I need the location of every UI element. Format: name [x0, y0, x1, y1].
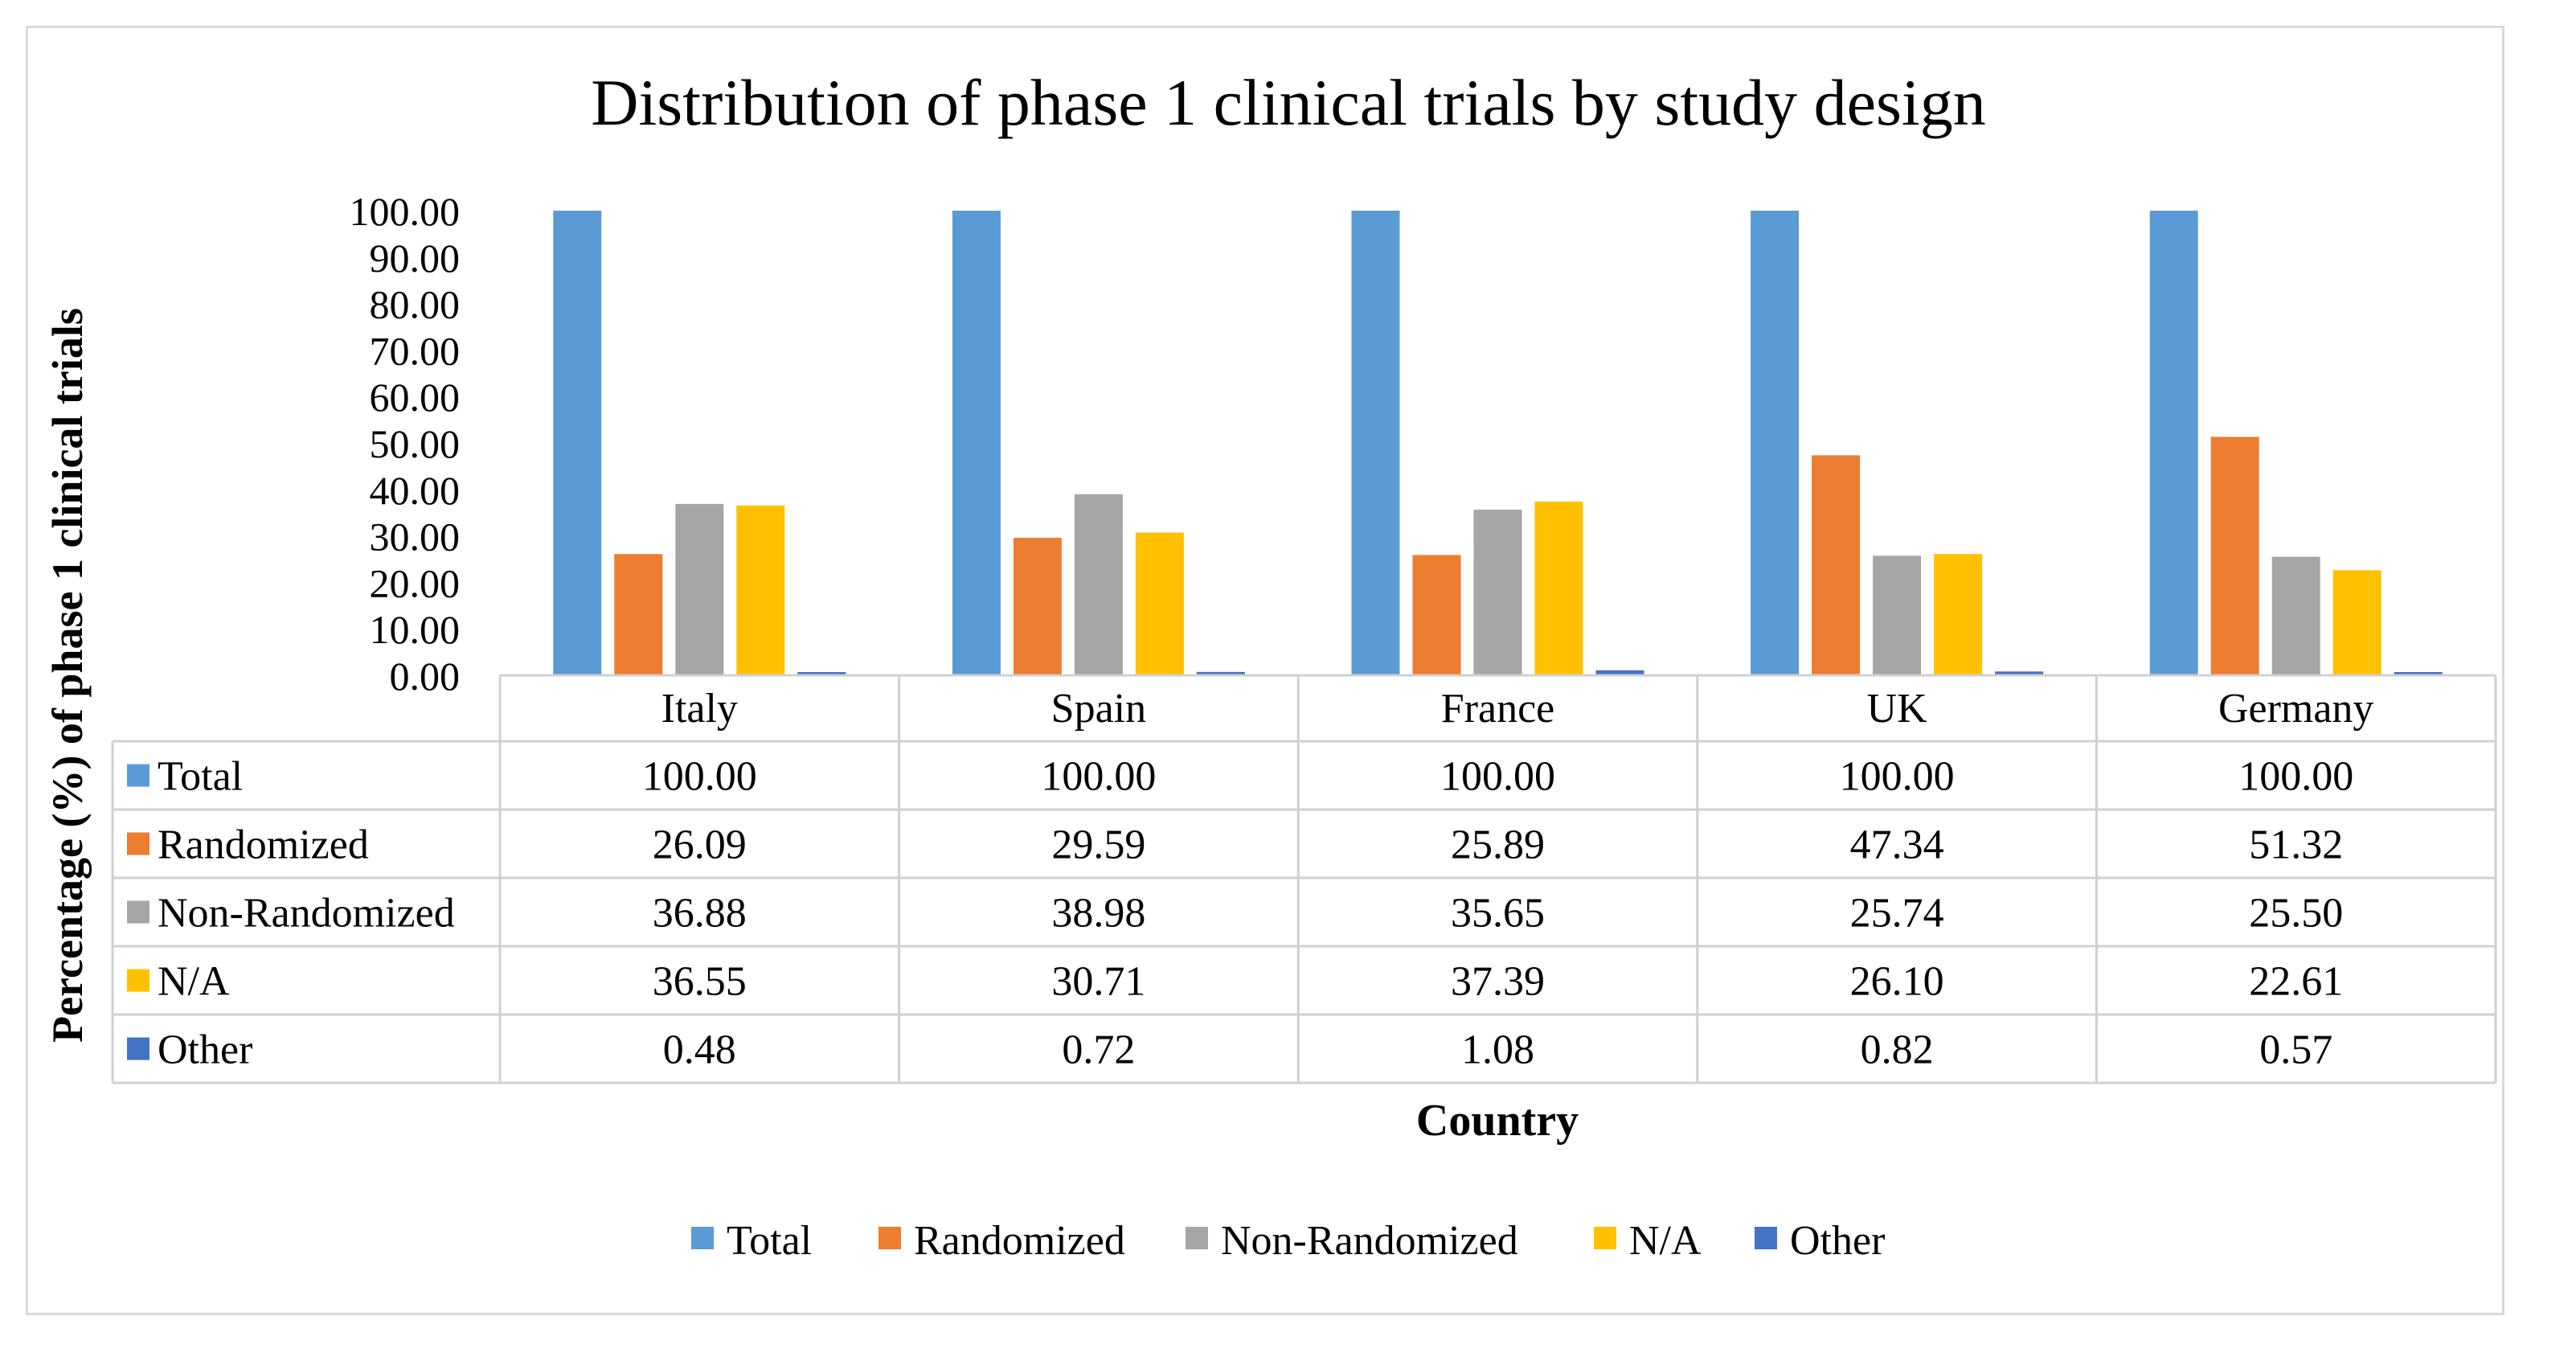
- table-value-total-germany: 100.00: [2238, 754, 2353, 800]
- bar-france-non-randomized: [1473, 509, 1522, 675]
- y-tick-label-10: 100.00: [350, 189, 461, 234]
- legend-key-randomized: [878, 1227, 901, 1249]
- legend: Total Randomized Non-Randomized N/A Other: [691, 1218, 1885, 1264]
- table-value-randomized-france: 25.89: [1451, 822, 1545, 868]
- y-tick-label-4: 40.00: [370, 468, 461, 513]
- table-value-n-a-italy: 36.55: [653, 959, 747, 1005]
- table-value-randomized-germany: 51.32: [2249, 822, 2343, 868]
- table-value-non-randomized-germany: 25.50: [2249, 891, 2343, 937]
- category-label-spain: Spain: [1051, 686, 1146, 732]
- bar-uk-randomized: [1812, 455, 1861, 675]
- table-series-label-total: Total: [158, 754, 243, 800]
- table-value-total-france: 100.00: [1440, 754, 1555, 800]
- table-value-total-spain: 100.00: [1041, 754, 1156, 800]
- bar-france-n-a: [1534, 501, 1583, 675]
- table-value-other-germany: 0.57: [2259, 1027, 2332, 1073]
- table-value-non-randomized-france: 35.65: [1451, 891, 1545, 937]
- bar-uk-n-a: [1934, 554, 1983, 675]
- legend-label-non-randomized: Non-Randomized: [1221, 1218, 1518, 1264]
- table-value-n-a-germany: 22.61: [2249, 959, 2343, 1005]
- bar-italy-randomized: [614, 554, 663, 675]
- table-key-randomized: [127, 832, 149, 855]
- bar-spain-randomized: [1013, 537, 1062, 675]
- bar-spain-non-randomized: [1074, 494, 1123, 675]
- y-tick-labels: 0.0010.0020.0030.0040.0050.0060.0070.008…: [350, 189, 461, 699]
- legend-label-total: Total: [727, 1218, 812, 1264]
- bar-germany-n-a: [2332, 570, 2381, 675]
- table-value-other-uk: 0.82: [1861, 1027, 1934, 1073]
- table-key-other: [127, 1037, 149, 1060]
- legend-key-n-a: [1594, 1227, 1616, 1249]
- legend-key-non-randomized: [1186, 1227, 1208, 1249]
- table-value-total-italy: 100.00: [642, 754, 757, 800]
- table-value-other-italy: 0.48: [663, 1027, 736, 1073]
- bars: [553, 211, 2443, 675]
- table-value-other-spain: 0.72: [1062, 1027, 1135, 1073]
- bar-germany-randomized: [2210, 437, 2259, 675]
- y-tick-label-8: 80.00: [370, 282, 461, 327]
- table-value-randomized-italy: 26.09: [653, 822, 747, 868]
- bar-spain-other: [1196, 671, 1245, 675]
- table-series-label-non-randomized: Non-Randomized: [158, 891, 455, 937]
- bar-uk-total: [1751, 211, 1800, 675]
- y-tick-label-0: 0.00: [390, 654, 461, 699]
- legend-label-n-a: N/A: [1629, 1218, 1702, 1264]
- table-key-non-randomized: [127, 900, 149, 924]
- category-label-italy: Italy: [661, 686, 738, 732]
- bar-italy-n-a: [736, 505, 785, 675]
- table-value-total-uk: 100.00: [1840, 754, 1955, 800]
- bar-france-other: [1595, 670, 1644, 675]
- table-value-other-france: 1.08: [1461, 1027, 1534, 1073]
- legend-label-randomized: Randomized: [914, 1218, 1125, 1264]
- table-series-label-randomized: Randomized: [158, 822, 369, 868]
- chart-title: Distribution of phase 1 clinical trials …: [591, 66, 1985, 139]
- x-axis-label: Country: [1416, 1096, 1579, 1146]
- y-axis-label: Percentage (%) of phase 1 clinical trial…: [43, 308, 92, 1043]
- bar-spain-total: [952, 211, 1001, 675]
- bar-italy-other: [797, 672, 846, 675]
- legend-key-other: [1755, 1227, 1777, 1249]
- y-tick-label-9: 90.00: [370, 236, 461, 281]
- table-series-label-other: Other: [158, 1027, 252, 1073]
- table-value-randomized-uk: 47.34: [1850, 822, 1944, 868]
- bar-france-randomized: [1412, 555, 1461, 675]
- table-value-non-randomized-italy: 36.88: [653, 891, 747, 937]
- y-tick-label-5: 50.00: [370, 421, 461, 466]
- bar-germany-other: [2394, 672, 2443, 675]
- y-tick-label-2: 20.00: [370, 560, 461, 605]
- table-series-label-n-a: N/A: [158, 959, 230, 1005]
- bar-uk-non-randomized: [1873, 556, 1922, 675]
- bar-italy-non-randomized: [675, 503, 724, 675]
- y-tick-label-3: 30.00: [370, 515, 461, 560]
- table-value-n-a-spain: 30.71: [1051, 959, 1145, 1005]
- y-tick-label-7: 70.00: [370, 328, 461, 373]
- y-tick-label-1: 10.00: [370, 607, 461, 652]
- legend-label-other: Other: [1790, 1218, 1885, 1264]
- data-table: Italy Spain France UK Germany Total 100.00 100.…: [111, 674, 2497, 1085]
- table-key-n-a: [127, 969, 149, 992]
- chart-frame: [26, 26, 2504, 1315]
- bar-italy-total: [553, 211, 602, 675]
- legend-key-total: [691, 1227, 714, 1249]
- bar-spain-n-a: [1135, 532, 1184, 675]
- category-label-germany: Germany: [2218, 686, 2373, 732]
- category-label-uk: UK: [1867, 686, 1928, 732]
- table-value-non-randomized-spain: 38.98: [1051, 891, 1145, 937]
- y-tick-label-6: 60.00: [370, 375, 461, 420]
- table-value-randomized-spain: 29.59: [1051, 822, 1145, 868]
- bar-germany-non-randomized: [2271, 556, 2320, 675]
- bar-uk-other: [1995, 671, 2044, 675]
- bar-germany-total: [2149, 211, 2198, 675]
- category-label-france: France: [1441, 686, 1554, 732]
- table-key-total: [127, 764, 149, 787]
- bar-france-total: [1351, 211, 1400, 675]
- table-value-n-a-france: 37.39: [1451, 959, 1545, 1005]
- table-value-n-a-uk: 26.10: [1850, 959, 1944, 1005]
- table-value-non-randomized-uk: 25.74: [1850, 891, 1944, 937]
